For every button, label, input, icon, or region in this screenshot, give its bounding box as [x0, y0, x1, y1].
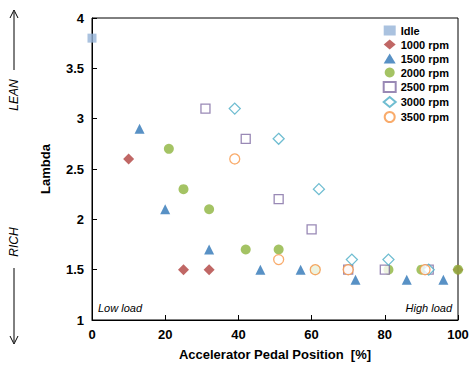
- svg-text:3.5: 3.5: [66, 61, 84, 76]
- svg-text:0: 0: [88, 327, 95, 342]
- svg-text:Low load: Low load: [98, 302, 143, 314]
- svg-text:RICH: RICH: [7, 227, 21, 257]
- svg-text:Accelerator Pedal Position [%: Accelerator Pedal Position [%]: [179, 347, 371, 362]
- svg-text:40: 40: [231, 327, 245, 342]
- svg-text:2500 rpm: 2500 rpm: [401, 81, 450, 93]
- svg-text:1.5: 1.5: [66, 262, 84, 277]
- svg-text:2000 rpm: 2000 rpm: [401, 67, 450, 79]
- svg-text:20: 20: [158, 327, 172, 342]
- svg-text:1500 rpm: 1500 rpm: [401, 53, 450, 65]
- svg-text:2: 2: [77, 212, 84, 227]
- svg-text:1: 1: [77, 313, 84, 328]
- svg-text:3000 rpm: 3000 rpm: [401, 96, 450, 108]
- svg-text:Lambda: Lambda: [38, 143, 53, 194]
- svg-text:60: 60: [304, 327, 318, 342]
- svg-text:80: 80: [378, 327, 392, 342]
- svg-text:High load: High load: [406, 302, 453, 314]
- svg-text:LEAN: LEAN: [7, 79, 21, 111]
- svg-text:4: 4: [77, 11, 85, 26]
- svg-text:2.5: 2.5: [66, 162, 84, 177]
- svg-text:Idle: Idle: [401, 25, 420, 37]
- svg-text:3: 3: [77, 111, 84, 126]
- svg-text:1000 rpm: 1000 rpm: [401, 39, 450, 51]
- svg-text:100: 100: [447, 327, 469, 342]
- svg-text:3500 rpm: 3500 rpm: [401, 111, 450, 123]
